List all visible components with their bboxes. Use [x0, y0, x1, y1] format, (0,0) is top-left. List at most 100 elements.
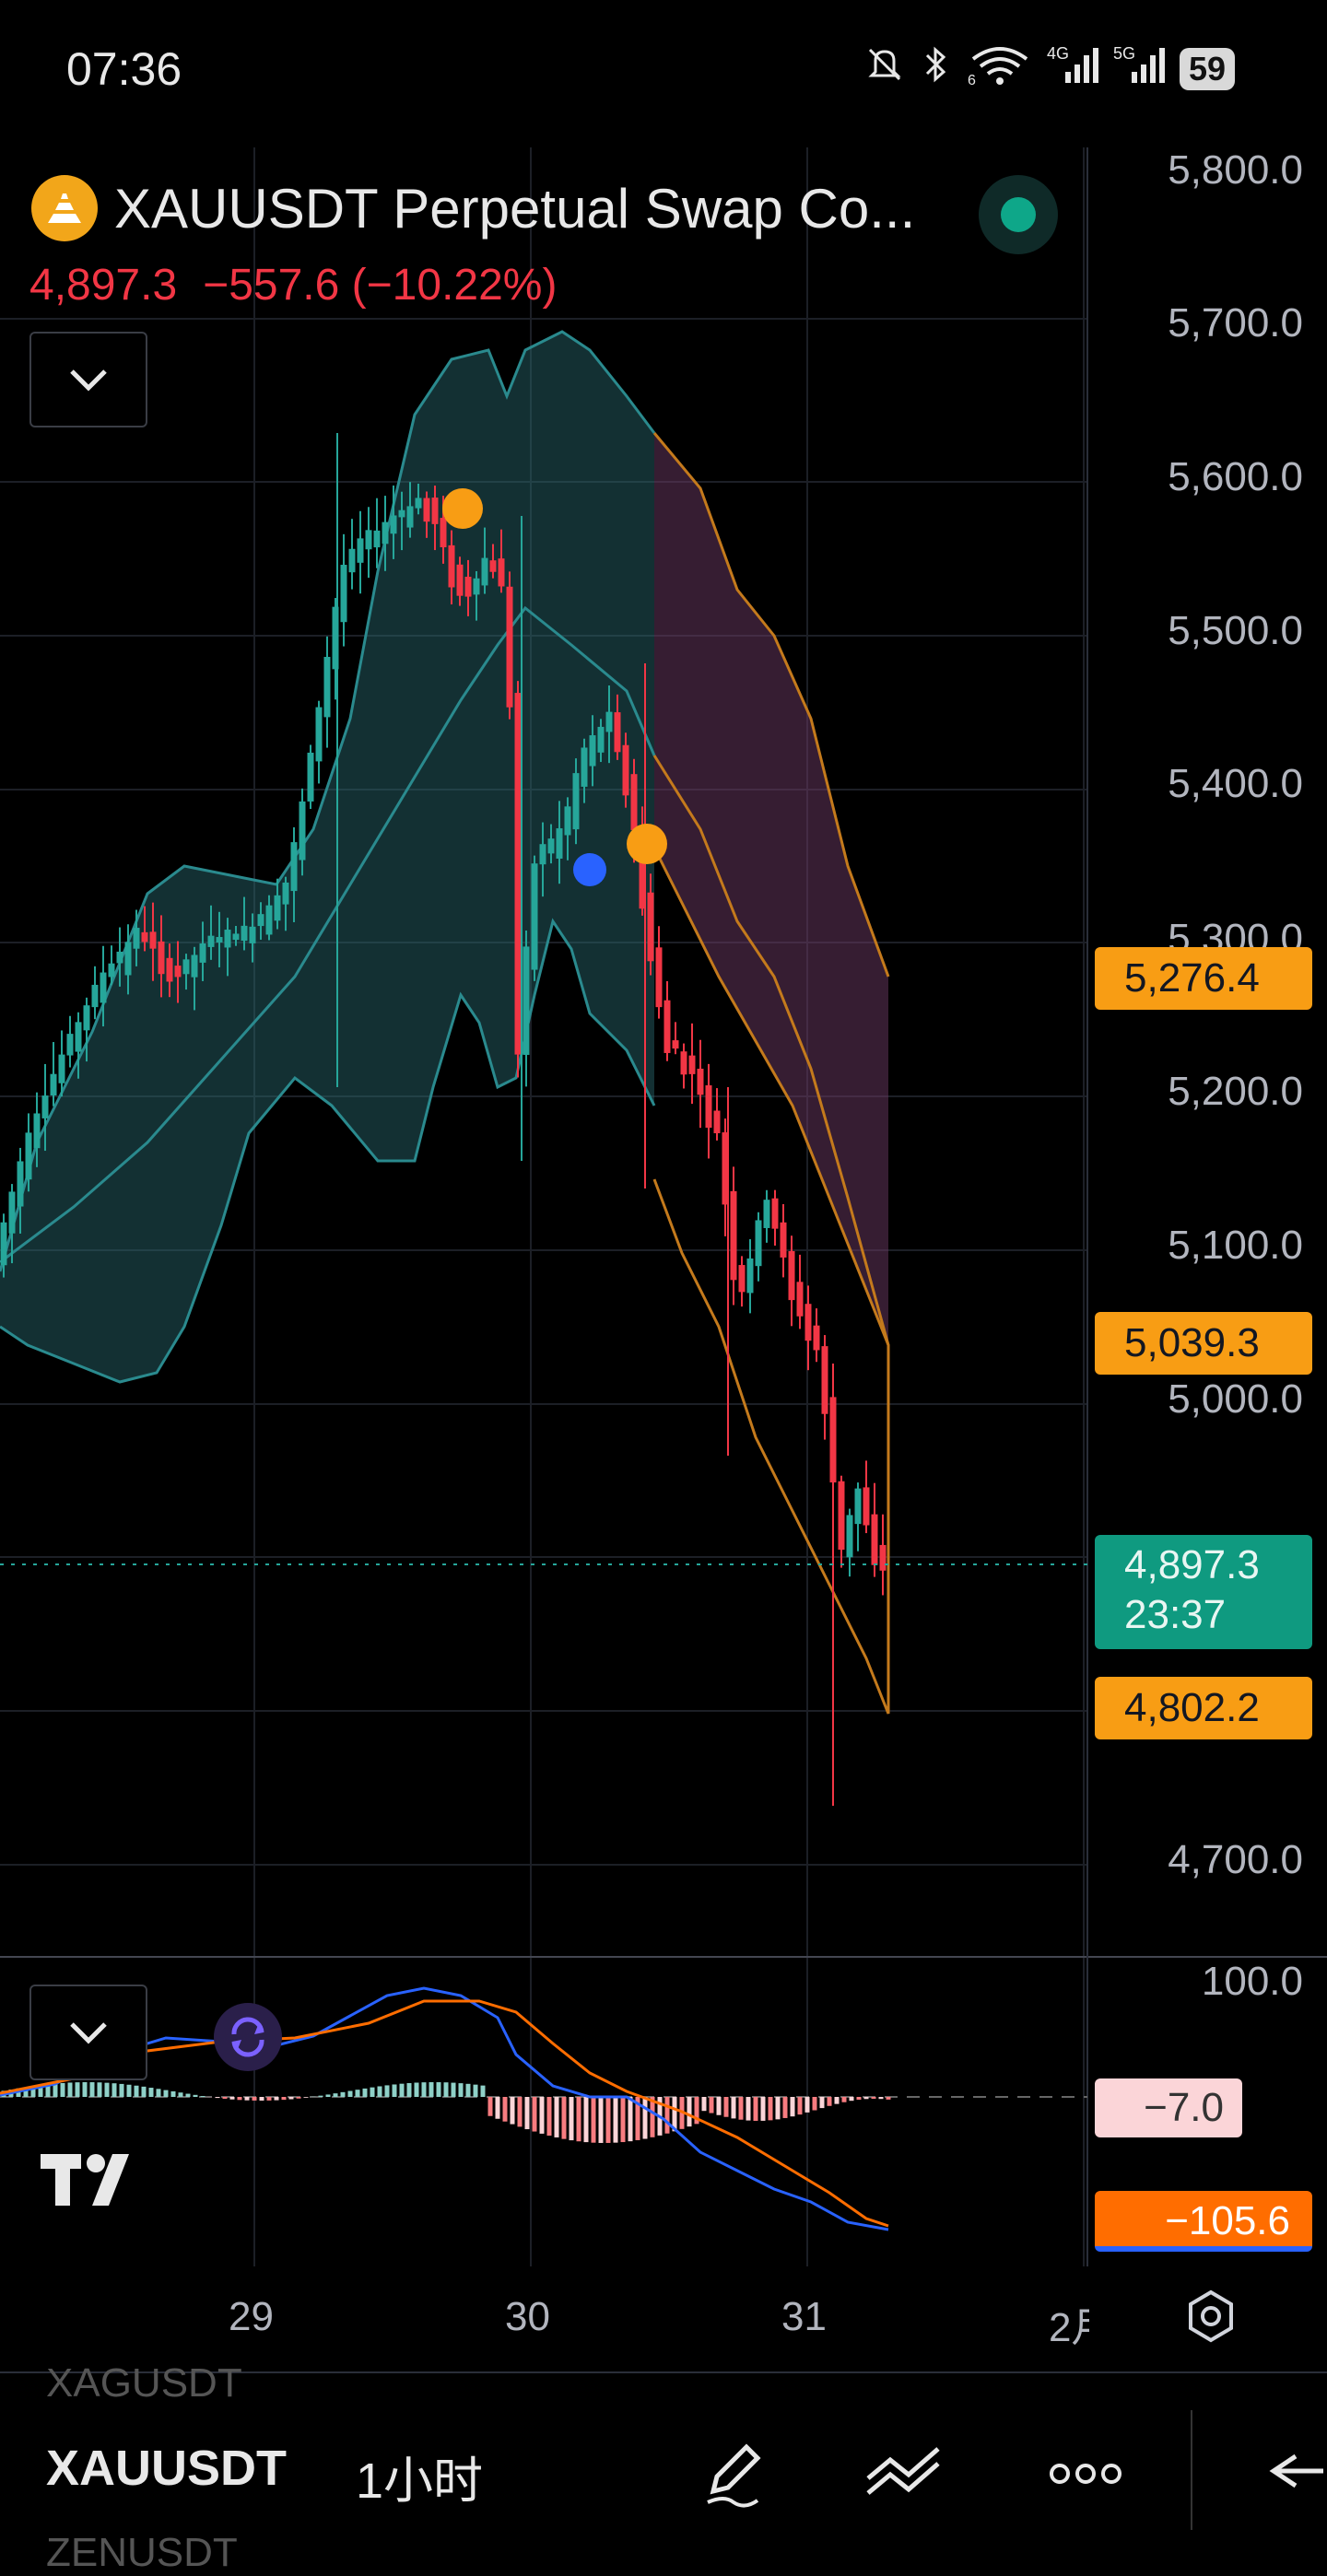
pencil-icon[interactable]	[697, 2438, 770, 2516]
indicators-icon[interactable]	[863, 2438, 955, 2516]
candle-body	[698, 1069, 704, 1095]
chevron-down-icon	[68, 2020, 109, 2044]
mute-icon	[864, 44, 905, 94]
candle-body	[341, 565, 347, 622]
price-change-pct: (−10.22%)	[352, 261, 558, 310]
interval-button[interactable]: 1小时	[356, 2440, 483, 2512]
histogram-bar	[444, 2082, 449, 2097]
histogram-bar	[887, 2097, 891, 2100]
histogram-bar	[289, 2097, 294, 2100]
settings-icon[interactable]	[1183, 2289, 1239, 2348]
candle-body	[739, 1265, 746, 1292]
candle-body	[142, 932, 148, 943]
price-axis-label: 5,500.0	[1168, 608, 1303, 654]
candle-body	[457, 565, 464, 596]
market-status-indicator[interactable]	[979, 175, 1058, 254]
price-chart[interactable]	[0, 147, 1327, 2368]
candle-body	[424, 498, 430, 522]
candle-body	[382, 522, 389, 544]
histogram-bar	[275, 2097, 279, 2101]
wifi-sub-label: 6	[968, 73, 976, 85]
tradingview-logo[interactable]	[41, 2149, 160, 2214]
histogram-bar	[540, 2097, 545, 2134]
prev-symbol[interactable]: XAGUSDT	[46, 2360, 242, 2406]
candle-body	[109, 964, 115, 978]
histogram-bar	[879, 2097, 884, 2099]
candle-body	[432, 498, 439, 524]
bluetooth-icon	[920, 44, 953, 94]
candle-body	[880, 1545, 887, 1571]
undo-icon[interactable]	[1268, 2443, 1323, 2503]
histogram-bar	[488, 2097, 493, 2116]
collapse-main-button[interactable]	[29, 332, 147, 427]
next-symbol[interactable]: ZENUSDT	[46, 2530, 238, 2576]
signal-value-tag: −105.6	[1095, 2191, 1312, 2252]
time-axis-label: 29	[229, 2294, 274, 2340]
histogram-bar	[297, 2097, 301, 2099]
candle-body	[573, 773, 580, 829]
candle-body	[51, 1074, 57, 1095]
histogram-bar	[112, 2083, 117, 2097]
histogram-bar	[319, 2096, 323, 2097]
bar-countdown: 23:37	[1124, 1590, 1312, 1640]
status-icons: 6 4G 5G 59	[864, 44, 1235, 94]
candle-body	[76, 1022, 82, 1051]
histogram-bar	[791, 2097, 795, 2116]
more-icon[interactable]	[1049, 2460, 1122, 2492]
histogram-bar	[562, 2097, 567, 2139]
candle-body	[416, 498, 422, 508]
candle-body	[855, 1489, 862, 1525]
bb-fill-purple	[654, 433, 888, 1345]
candle-body	[275, 896, 281, 920]
candle-body	[772, 1199, 779, 1229]
candle-body	[872, 1515, 878, 1565]
current-price-value: 4,897.3	[1124, 1540, 1312, 1590]
histogram-bar	[393, 2084, 397, 2097]
histogram-bar	[304, 2097, 309, 2098]
candle-body	[532, 863, 538, 969]
histogram-bar	[437, 2082, 441, 2097]
histogram-bar	[90, 2082, 95, 2097]
histogram-bar	[194, 2095, 198, 2097]
candle-body	[225, 930, 231, 947]
histogram-bar	[105, 2083, 110, 2097]
histogram-bar	[61, 2083, 65, 2097]
candle-body	[814, 1326, 820, 1351]
candle-body	[706, 1085, 712, 1128]
candle-body	[731, 1191, 737, 1280]
candle-body	[1, 1223, 7, 1266]
candle-body	[689, 1056, 696, 1074]
signal-4g-icon: 4G	[1047, 44, 1098, 94]
candle-body	[523, 946, 530, 1055]
status-time: 07:36	[66, 42, 182, 96]
candle-body	[847, 1515, 853, 1557]
histogram-bar	[496, 2097, 500, 2119]
histogram-bar	[828, 2097, 832, 2106]
histogram-bar	[216, 2097, 220, 2098]
candle-body	[673, 1040, 679, 1048]
replay-icon[interactable]	[214, 2003, 282, 2071]
candle-body	[349, 549, 356, 572]
candle-body	[316, 708, 323, 762]
symbol-title[interactable]: XAUUSDT Perpetual Swap Co...	[114, 177, 915, 240]
chart-area[interactable]: XAUUSDT Perpetual Swap Co... 4,897.3 −55…	[0, 147, 1327, 2368]
candle-body	[9, 1191, 16, 1233]
gold-logo-icon	[31, 175, 98, 241]
histogram-bar	[746, 2097, 751, 2121]
histogram-bar	[385, 2085, 390, 2097]
current-symbol[interactable]: XAUUSDT	[46, 2440, 287, 2497]
price-axis-label: 5,000.0	[1168, 1376, 1303, 1423]
candle-body	[822, 1346, 828, 1414]
histogram-bar	[761, 2097, 766, 2121]
candle-body	[507, 587, 513, 708]
collapse-indicator-button[interactable]	[29, 1985, 147, 2080]
candle-body	[175, 966, 182, 977]
symbol-header[interactable]: XAUUSDT Perpetual Swap Co...	[31, 175, 915, 241]
candle-body	[474, 579, 480, 595]
candle-body	[565, 806, 571, 835]
chevron-down-icon	[68, 368, 109, 392]
histogram-bar	[348, 2090, 353, 2097]
candle-body	[631, 774, 638, 830]
candle-body	[557, 828, 563, 859]
histogram-bar	[157, 2089, 161, 2097]
